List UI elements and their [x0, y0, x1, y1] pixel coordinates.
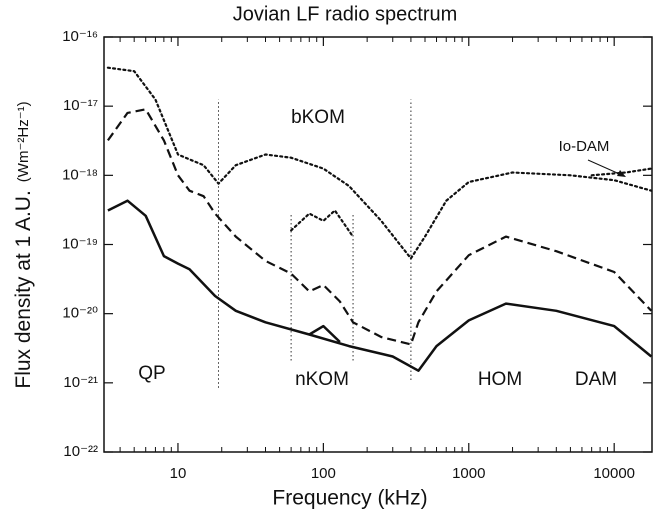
y-tick-label: 10⁻¹⁷ [63, 97, 98, 114]
series-line [290, 209, 355, 238]
y-axis-label: Flux density at 1 A.U. (Wm⁻²Hz⁻¹) [12, 101, 35, 388]
x-tick-label: 10 [170, 465, 187, 482]
y-axis-unit: (Wm⁻²Hz⁻¹) [15, 101, 32, 182]
series-line [590, 167, 653, 177]
y-axis-label-text: Flux density at 1 A.U. [12, 190, 35, 388]
x-tick-label: 1000 [452, 465, 485, 482]
arrow-head [617, 170, 626, 177]
y-tick-label: 10⁻¹⁶ [62, 28, 98, 45]
x-tick-label: 100 [311, 465, 336, 482]
series-line [107, 199, 653, 372]
series-line [107, 108, 653, 346]
region-label: Io-DAM [559, 138, 610, 155]
region-label: DAM [575, 369, 617, 390]
region-label: QP [138, 363, 165, 384]
y-tick-label: 10⁻¹⁹ [62, 235, 98, 252]
region-label: HOM [478, 369, 522, 390]
y-tick-label: 10⁻²² [63, 443, 98, 460]
x-axis-label: Frequency (kHz) [272, 487, 427, 510]
y-tick-label: 10⁻²⁰ [62, 305, 98, 322]
series-line [308, 324, 341, 343]
plot-frame [103, 36, 653, 453]
series-line [106, 66, 653, 260]
y-tick-label: 10⁻²¹ [63, 374, 98, 391]
region-label: bKOM [291, 107, 345, 128]
y-tick-label: 10⁻¹⁸ [62, 166, 98, 183]
x-tick-label: 10000 [593, 465, 635, 482]
chart-title: Jovian LF radio spectrum [233, 3, 458, 25]
region-label: nKOM [295, 369, 349, 390]
